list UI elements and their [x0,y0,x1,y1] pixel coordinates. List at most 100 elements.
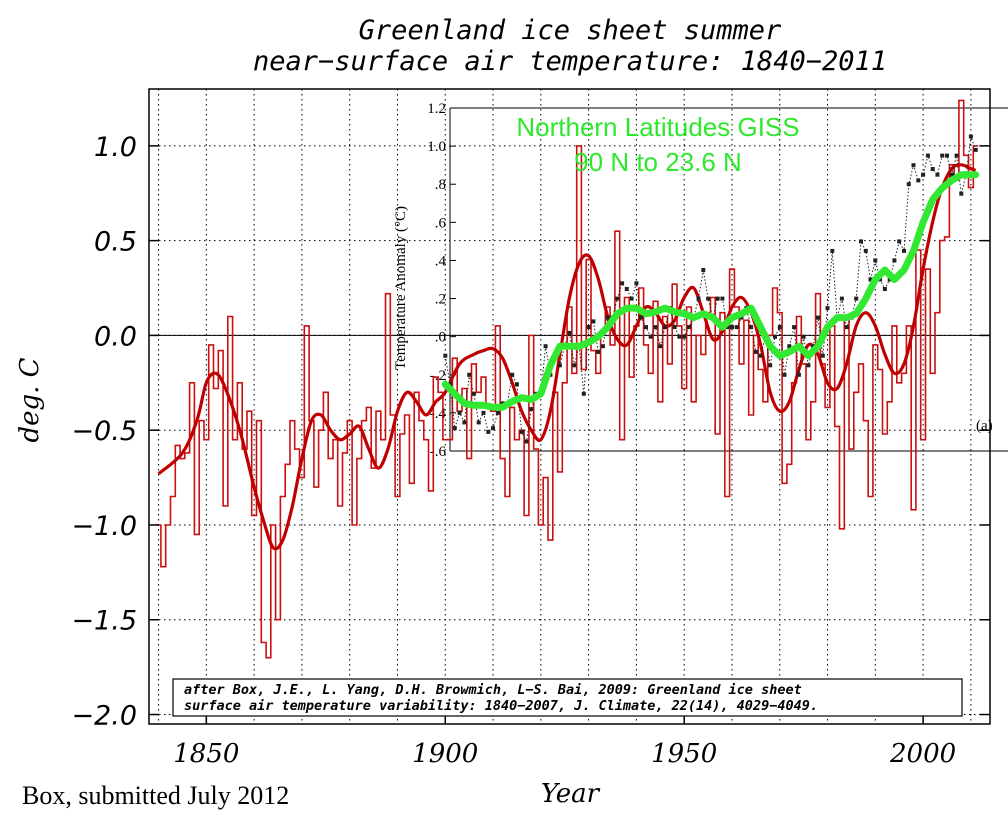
y-tick-label: −2.0 [71,701,137,732]
giss-annual-point [677,334,682,339]
giss-annual-point [624,287,629,291]
giss-annual-point [600,344,605,349]
giss-annual-point [801,334,806,339]
giss-annual-point [443,353,448,358]
giss-annual-point [524,439,529,444]
y-axis-label: deg. C [15,357,45,442]
inset-y-tick-label: .0 [435,330,446,346]
giss-annual-point [863,248,868,253]
inset-y-tick-label: -.6 [430,444,447,460]
giss-annual-point [519,429,524,434]
giss-annual-point [859,239,863,244]
giss-annual-point [739,315,744,320]
giss-annual-point [629,296,634,301]
chart-title-line-2: near−surface air temperature: 1840−2011 [253,46,887,77]
giss-annual-point [968,134,973,139]
giss-annual-point [825,306,830,311]
inset-y-tick-label: .2 [435,292,446,308]
giss-annual-point [782,372,787,377]
giss-annual-point [682,334,687,339]
giss-annual-point [830,248,835,253]
giss-annual-point [753,349,758,354]
giss-annual-point [644,325,648,330]
giss-annual-point [892,258,897,263]
inset-panel-label: (a) [976,418,993,434]
giss-annual-point [596,349,601,354]
main-series-layer [156,99,979,659]
giss-annual-point [911,163,916,168]
giss-annual-point [882,287,887,291]
inset-y-axis-label: Temperature Anomaly (°C) [393,206,409,370]
smoothed-temperature-curve [157,163,977,551]
giss-annual-point [973,147,978,152]
giss-annual-point [734,325,739,330]
giss-annual-point [839,296,844,301]
giss-annual-point [854,296,859,301]
giss-annual-point [663,325,668,330]
giss-annual-point [696,296,701,301]
giss-annual-point [615,296,620,301]
giss-annual-point [816,315,820,320]
giss-annual-point [906,182,911,187]
giss-annual-point [572,363,577,368]
y-tick-label: 0.0 [94,321,137,352]
giss-annual-point [949,172,954,177]
giss-annual-point [476,420,481,425]
giss-annual-point [471,391,476,396]
giss-annual-point [720,296,725,301]
giss-annual-point [467,372,472,377]
x-tick-label: 1900 [412,739,478,769]
x-tick-label: 1850 [173,739,239,769]
giss-annual-point [481,410,486,415]
giss-annual-point [557,363,562,368]
giss-annual-point [873,258,878,263]
giss-annual-point [940,153,945,158]
giss-annual-point [806,363,811,368]
giss-annual-point [945,153,949,158]
inset-title-line-2: 90 N to 23.6 N [574,147,742,177]
giss-annual-point [486,429,491,434]
y-tick-label: 0.5 [94,227,137,258]
giss-annual-point [715,296,720,301]
inset-y-tick-label: .6 [435,215,447,231]
citation-line-2: surface air temperature variability: 184… [184,698,818,714]
giss-annual-point [653,325,658,330]
giss-annual-point [491,426,495,431]
citation-line-1: after Box, J.E., L. Yang, D.H. Browmich,… [184,682,802,698]
giss-annual-point [930,167,935,171]
y-tick-label: −0.5 [71,416,137,447]
giss-annual-point [620,281,625,286]
giss-annual-point [959,191,964,196]
inset-title-line-1: Northern Latitudes GISS [516,112,799,142]
giss-annual-point [543,344,548,349]
x-tick-label: 1950 [651,739,717,769]
giss-annual-point [792,325,797,330]
plot-frame [148,88,991,725]
chart-title-line-1: Greenland ice sheet summer [359,15,782,46]
giss-annual-point [658,344,663,349]
inset-y-tick-label: 1.2 [427,101,446,117]
citation-box [172,678,963,717]
inset-y-tick-label: .8 [435,177,446,193]
giss-annual-point [777,325,782,330]
giss-annual-point [844,325,849,330]
giss-annual-point [672,325,677,330]
giss-annual-point [462,420,467,425]
giss-annual-point [706,296,711,301]
x-tick-label: 2000 [889,739,956,769]
giss-annual-point [529,407,534,412]
giss-annual-point [639,315,644,320]
giss-annual-point [921,172,926,177]
giss-annual-point [758,353,763,358]
giss-annual-point [773,334,777,339]
giss-annual-point [935,172,940,177]
inset-y-tick-label: .4 [435,253,447,269]
giss-annual-point [567,330,572,335]
giss-annual-point [581,391,586,396]
giss-annual-point [902,248,906,253]
giss-annual-point [796,372,801,377]
giss-annual-point [954,153,959,158]
giss-annual-point [452,426,457,431]
